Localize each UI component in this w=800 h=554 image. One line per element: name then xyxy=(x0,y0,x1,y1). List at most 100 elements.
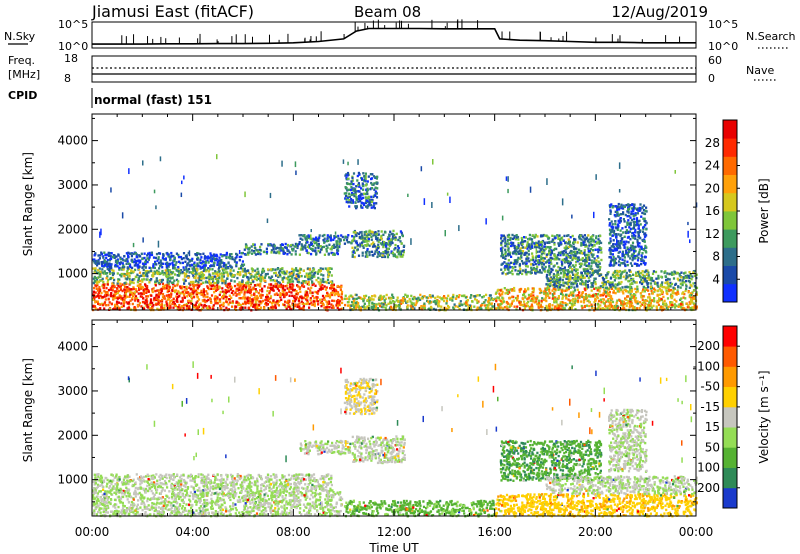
data-cell xyxy=(390,297,393,300)
data-cell xyxy=(423,304,426,308)
data-cell xyxy=(301,244,304,247)
data-cell xyxy=(195,253,198,256)
data-cell xyxy=(162,262,165,265)
data-cell xyxy=(427,308,430,311)
data-cell xyxy=(290,253,293,256)
data-cell xyxy=(376,307,380,310)
data-cell xyxy=(538,291,542,295)
data-cell xyxy=(109,276,112,280)
data-cell xyxy=(553,235,556,238)
data-cell xyxy=(198,272,201,275)
data-cell xyxy=(226,277,229,280)
data-cell xyxy=(219,259,222,262)
data-cell xyxy=(230,291,233,294)
data-cell xyxy=(161,278,164,282)
data-cell xyxy=(213,275,216,278)
data-cell xyxy=(458,304,461,307)
data-cell xyxy=(192,271,195,275)
data-cell xyxy=(237,267,241,270)
data-cell xyxy=(366,305,369,308)
data-cell xyxy=(209,276,212,280)
data-cell xyxy=(174,289,178,292)
data-cell xyxy=(594,240,597,243)
data-cell xyxy=(127,255,130,259)
data-cell xyxy=(154,284,157,287)
data-cell xyxy=(332,306,335,309)
data-cell xyxy=(558,304,561,307)
data-cell xyxy=(510,304,513,307)
data-cell xyxy=(507,252,510,255)
data-cell xyxy=(236,272,239,276)
data-cell xyxy=(166,278,169,282)
data-cell xyxy=(577,256,580,259)
data-cell xyxy=(121,266,124,269)
data-cell xyxy=(118,285,121,289)
data-cell xyxy=(318,288,321,291)
data-cell xyxy=(219,298,222,301)
data-cell xyxy=(273,250,276,253)
data-cell xyxy=(196,287,199,291)
data-cell xyxy=(223,295,226,298)
data-cell xyxy=(97,261,100,264)
data-cell xyxy=(536,295,539,298)
data-cell xyxy=(225,263,228,267)
data-cell xyxy=(354,306,357,309)
data-cell xyxy=(138,265,141,268)
data-cell xyxy=(105,256,108,259)
data-cell xyxy=(572,254,575,257)
data-cell xyxy=(387,243,391,246)
data-cell xyxy=(446,304,450,308)
data-cell xyxy=(323,233,326,237)
data-cell xyxy=(177,266,180,269)
data-cell xyxy=(352,304,355,307)
data-cell xyxy=(240,291,243,294)
data-cell xyxy=(349,182,352,186)
data-cell xyxy=(317,249,320,253)
data-cell xyxy=(631,288,634,291)
data-cell xyxy=(228,298,231,301)
data-cell xyxy=(176,297,179,301)
data-cell xyxy=(352,299,355,303)
data-cell xyxy=(438,296,441,299)
data-cell xyxy=(169,269,172,272)
data-cell xyxy=(156,279,159,283)
data-cell xyxy=(542,263,545,266)
data-cell xyxy=(160,291,163,294)
data-cell xyxy=(679,298,682,302)
data-cell xyxy=(375,182,378,185)
data-cell xyxy=(243,270,246,273)
data-cell xyxy=(220,272,223,275)
data-cell xyxy=(348,298,351,301)
data-cell xyxy=(185,288,188,291)
data-cell xyxy=(566,246,570,249)
data-cell xyxy=(327,272,331,276)
data-cell xyxy=(314,246,317,250)
data-cell xyxy=(482,295,485,298)
data-cell xyxy=(218,286,221,289)
data-cell xyxy=(117,301,120,304)
data-cell xyxy=(468,304,471,307)
data-cell xyxy=(609,300,612,303)
data-cell xyxy=(565,245,568,248)
data-cell xyxy=(553,299,556,302)
data-cell xyxy=(340,295,343,299)
data-cell xyxy=(484,306,487,310)
data-cell xyxy=(346,189,349,192)
data-cell xyxy=(565,297,568,300)
data-cell xyxy=(500,237,503,240)
data-cell xyxy=(167,268,170,272)
data-cell xyxy=(334,292,337,295)
nave-tick-low: 0 xyxy=(708,72,715,85)
data-cell xyxy=(362,192,366,195)
data-cell xyxy=(293,299,297,303)
data-cell xyxy=(236,283,239,286)
data-cell xyxy=(216,283,219,286)
data-cell xyxy=(227,290,230,293)
data-cell xyxy=(366,248,369,251)
data-cell xyxy=(536,265,539,268)
data-cell xyxy=(135,275,138,279)
data-cell xyxy=(568,266,572,269)
data-cell xyxy=(221,287,224,290)
data-cell xyxy=(377,243,380,246)
data-cell xyxy=(242,284,245,287)
